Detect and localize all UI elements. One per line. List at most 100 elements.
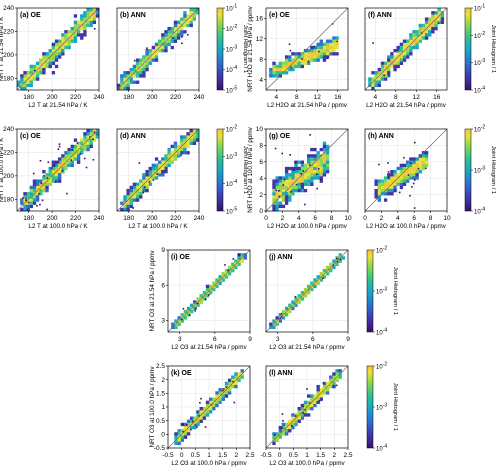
heat-cell [89, 11, 93, 15]
heat-cell [29, 185, 33, 190]
y-axis-label: NRT H2O at 21.54 hPa / ppmv [247, 5, 254, 91]
heat-cell [275, 67, 279, 72]
heat-cell [275, 179, 279, 183]
heat-cell [294, 55, 298, 59]
heat-cell [58, 52, 62, 56]
heat-cell [272, 325, 276, 330]
heat-cell [26, 80, 30, 84]
colorbar-label: Joint Histogram / 1 [242, 25, 248, 73]
heat-cell [335, 262, 339, 266]
heat-cell [310, 147, 314, 152]
outlier-point [425, 167, 427, 170]
heat-cell [434, 11, 438, 15]
heat-cell [224, 275, 229, 279]
x-tick-label: 1 [305, 452, 309, 459]
heat-cell [275, 64, 279, 69]
heat-cell [313, 173, 317, 177]
heat-cell [67, 45, 71, 50]
heat-cell [399, 55, 404, 59]
heat-cell [29, 64, 33, 69]
colorbar-tick-label: 10-2 [474, 31, 485, 40]
heat-cell [186, 20, 190, 24]
heat-cell [288, 303, 292, 307]
heat-cell [332, 36, 336, 40]
outlier-point [300, 172, 302, 175]
heat-cell [284, 432, 289, 436]
heat-cell [288, 55, 292, 59]
heat-cell [132, 185, 137, 190]
heat-cell [335, 36, 339, 40]
heat-cell [377, 67, 381, 72]
panel-label: (l) ANN [269, 370, 292, 377]
heat-cell [281, 61, 286, 65]
heat-cell [135, 64, 140, 69]
heat-cell [368, 77, 372, 81]
colorbar-gradient [216, 128, 224, 212]
y-tick-label: 6 [259, 159, 263, 166]
heat-cell [209, 397, 213, 401]
heat-cell [61, 36, 65, 40]
heat-cell [20, 86, 24, 91]
heat-cell [196, 422, 200, 427]
identity-line [16, 7, 100, 91]
heat-cell [218, 281, 222, 285]
heat-cell [284, 422, 289, 427]
heat-cell [297, 182, 301, 186]
heat-cell [329, 262, 333, 266]
heat-cell [26, 192, 30, 196]
heat-cell [437, 20, 441, 24]
outlier-point [43, 174, 45, 177]
outlier-point [92, 158, 95, 161]
heat-cell [418, 157, 422, 161]
x-tick-label: 240 [94, 94, 105, 101]
heat-cell [32, 74, 37, 78]
heat-cell [61, 170, 65, 174]
identity-line [265, 365, 349, 449]
heat-cell [215, 400, 219, 405]
heat-cell [387, 182, 391, 186]
heat-cell [412, 173, 416, 177]
heat-cell [322, 49, 327, 53]
heat-cell [272, 441, 276, 446]
heat-cell [288, 425, 292, 430]
heat-cell [396, 173, 400, 177]
heat-cell [89, 144, 93, 149]
heat-cell [176, 23, 181, 28]
heat-cell [402, 176, 407, 180]
heat-cell [51, 163, 56, 168]
heat-cell [48, 170, 52, 174]
heat-cell [240, 253, 244, 257]
heat-cell [183, 151, 187, 155]
heat-cell [325, 388, 330, 392]
heat-cell [167, 26, 171, 31]
outlier-point [309, 402, 311, 404]
heat-cell [415, 166, 419, 171]
outlier-point [199, 402, 201, 404]
heat-cell [221, 272, 225, 276]
identity-line [167, 249, 251, 333]
outlier-point [32, 172, 35, 175]
heat-cell [437, 11, 441, 15]
heat-cell [58, 173, 62, 177]
heat-cell [297, 58, 301, 62]
heat-cell [319, 166, 323, 171]
heat-cell [215, 394, 219, 398]
outlier-point [322, 382, 325, 385]
heat-cell [89, 132, 93, 136]
heat-cell [303, 173, 308, 177]
heat-cell [335, 52, 339, 56]
heat-cell [284, 182, 289, 186]
heat-cell [26, 74, 30, 78]
heat-cell [431, 17, 435, 21]
heat-cell [142, 58, 146, 62]
outlier-point [326, 57, 329, 60]
outlier-point [142, 191, 145, 194]
heat-cell [316, 42, 320, 47]
heat-cell [307, 413, 311, 417]
x-tick-label: 200 [147, 94, 158, 101]
heat-cell [20, 198, 24, 202]
heat-cell [67, 30, 71, 34]
heat-cell [39, 192, 43, 196]
